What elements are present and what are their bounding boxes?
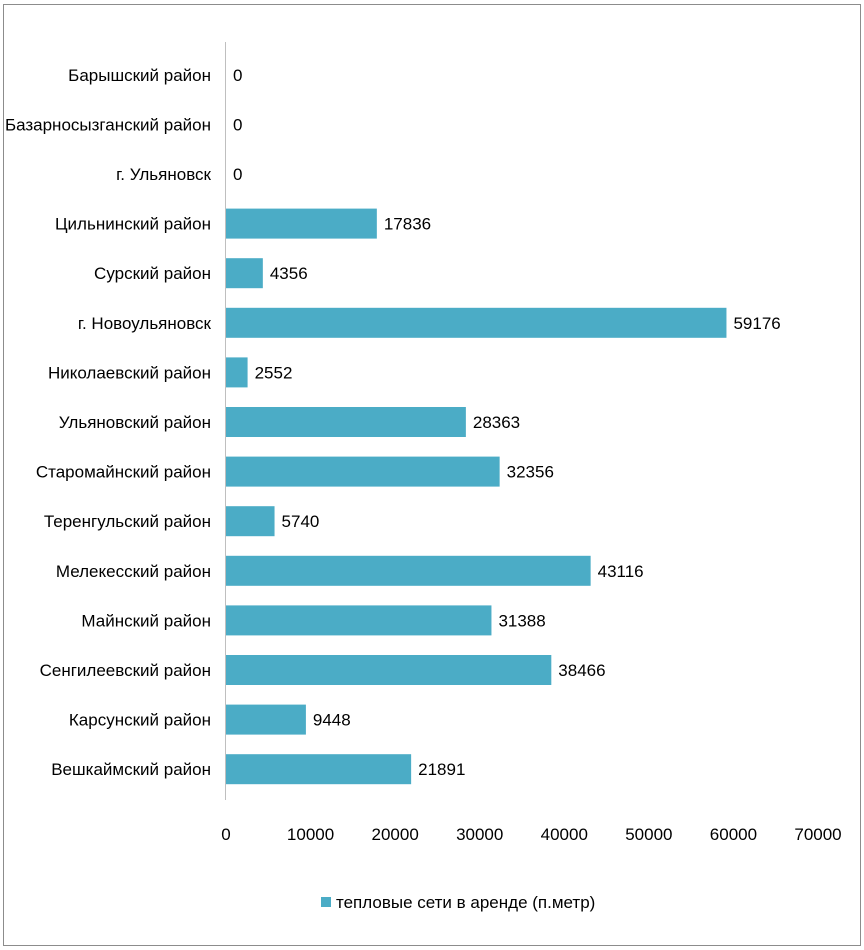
x-tick-label: 60000 [710,825,757,844]
legend-swatch [321,897,331,907]
data-label: 9448 [313,711,351,730]
category-label: Сенгилеевский район [40,661,211,680]
category-label: г. Ульяновск [116,165,211,184]
x-tick-label: 0 [221,825,230,844]
x-tick-label: 70000 [794,825,841,844]
data-label: 31388 [498,611,545,630]
bar [226,357,248,388]
legend-label: тепловые сети в аренде (п.метр) [336,893,595,912]
x-tick-label: 40000 [541,825,588,844]
x-tick-label: 10000 [287,825,334,844]
x-axis-tick-labels: 0 10000 20000 30000 40000 50000 60000 70000 [221,825,841,844]
bar [226,407,466,437]
category-labels: Барышский район Базарносызганский район г.… [5,66,212,779]
data-label: 32356 [507,463,554,482]
x-tick-label: 20000 [372,825,419,844]
category-label: г. Новоульяновск [78,314,212,333]
category-label: Мелекесский район [56,562,211,581]
bar [226,555,591,586]
data-label: 5740 [282,512,320,531]
category-label: Ульяновский район [59,413,211,432]
bar [226,704,306,735]
category-label: Карсунский район [69,711,211,730]
bar [226,307,727,338]
data-label: 0 [233,66,242,85]
x-tick-label: 50000 [625,825,672,844]
bars-layer [226,208,727,785]
data-label: 28363 [473,413,520,432]
value-labels: 0 0 0 17836 4356 59176 2552 28363 32356 5740 43116… [233,66,781,779]
category-label: Вешкаймский район [51,760,211,779]
category-label: Барышский район [68,66,211,85]
category-label: Сурский район [94,264,211,283]
category-label: Теренгульский район [44,512,211,531]
data-label: 59176 [733,314,780,333]
bar [226,754,412,785]
bar [226,456,500,487]
category-label: Николаевский район [48,363,211,382]
category-label: Майнский район [81,611,211,630]
bar [226,258,263,289]
legend: тепловые сети в аренде (п.метр) [321,893,595,912]
x-tick-label: 30000 [456,825,503,844]
category-label: Цильнинский район [55,215,211,234]
bar [226,208,377,239]
category-label: Старомайнский район [36,463,211,482]
data-label: 4356 [270,264,308,283]
category-label: Базарносызганский район [5,115,211,134]
bar [226,655,552,685]
data-label: 17836 [384,215,431,234]
bar [226,605,492,636]
data-label: 2552 [255,363,293,382]
data-label: 21891 [418,760,465,779]
bar [226,506,275,537]
data-label: 38466 [558,661,605,680]
data-label: 43116 [598,562,644,581]
data-label: 0 [233,115,242,134]
data-label: 0 [233,165,242,184]
